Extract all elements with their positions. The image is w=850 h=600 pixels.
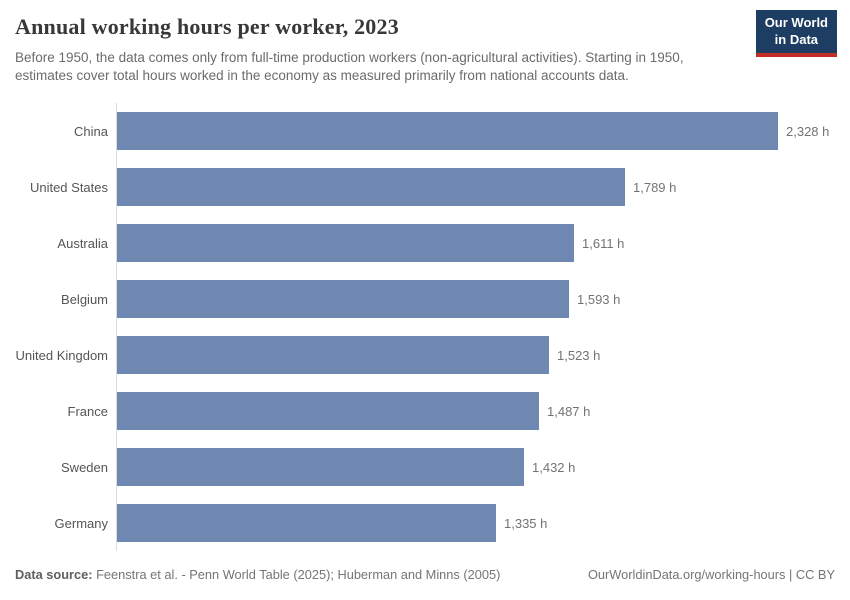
bar-plot-area: 2,328 h — [116, 103, 850, 159]
bar-row: Germany 1,335 h — [0, 495, 850, 551]
bar-row: France 1,487 h — [0, 383, 850, 439]
value-label: 1,487 h — [547, 403, 591, 419]
value-label: 2,328 h — [786, 123, 830, 139]
bar-plot-area: 1,789 h — [116, 159, 850, 215]
owid-logo[interactable]: Our World in Data — [755, 10, 837, 57]
bar[interactable] — [117, 448, 524, 486]
bar[interactable] — [117, 280, 569, 318]
value-label: 1,335 h — [504, 515, 548, 531]
value-label: 1,432 h — [532, 459, 576, 475]
bar-plot-area: 1,593 h — [116, 271, 850, 327]
bar[interactable] — [117, 168, 625, 206]
bar[interactable] — [117, 392, 539, 430]
bar-row: United States 1,789 h — [0, 159, 850, 215]
bar-row: Sweden 1,432 h — [0, 439, 850, 495]
bar-row: United Kingdom 1,523 h — [0, 327, 850, 383]
chart-header: Annual working hours per worker, 2023 Be… — [15, 14, 835, 85]
country-label: United Kingdom — [15, 347, 109, 363]
country-label: Belgium — [61, 291, 108, 307]
bar[interactable] — [117, 112, 778, 150]
data-source-label: Data source: — [15, 567, 93, 582]
bar[interactable] — [117, 336, 549, 374]
country-label: Australia — [57, 235, 108, 251]
country-label: Sweden — [61, 459, 108, 475]
data-source-text: Feenstra et al. - Penn World Table (2025… — [92, 567, 501, 582]
chart-footer: Data source: Feenstra et al. - Penn Worl… — [15, 567, 835, 582]
credit-link[interactable]: OurWorldinData.org/working-hours | CC BY — [587, 567, 835, 582]
country-label: United States — [29, 179, 108, 195]
country-label: China — [74, 123, 108, 139]
bar-row: China 2,328 h — [0, 103, 850, 159]
data-source: Data source: Feenstra et al. - Penn Worl… — [15, 567, 500, 582]
bar-plot-area: 1,432 h — [116, 439, 850, 495]
bar-chart: China 2,328 h United States 1,789 h Aust… — [0, 103, 850, 551]
bar-row: Belgium 1,593 h — [0, 271, 850, 327]
owid-logo-line2: in Data — [774, 31, 819, 47]
value-label: 1,593 h — [577, 291, 621, 307]
value-label: 1,523 h — [557, 347, 601, 363]
bar-plot-area: 1,335 h — [116, 495, 850, 551]
chart-subtitle: Before 1950, the data comes only from fu… — [15, 50, 684, 83]
bar[interactable] — [117, 224, 574, 262]
country-label: Germany — [54, 515, 108, 531]
bar-plot-area: 1,611 h — [116, 215, 850, 271]
bar[interactable] — [117, 504, 496, 542]
bar-row: Australia 1,611 h — [0, 215, 850, 271]
country-label: France — [67, 403, 108, 419]
value-label: 1,611 h — [582, 235, 625, 251]
bar-plot-area: 1,487 h — [116, 383, 850, 439]
chart-title: Annual working hours per worker, 2023 — [15, 14, 399, 39]
owid-logo-line1: Our World — [764, 15, 828, 30]
value-label: 1,789 h — [633, 179, 677, 195]
bar-plot-area: 1,523 h — [116, 327, 850, 383]
